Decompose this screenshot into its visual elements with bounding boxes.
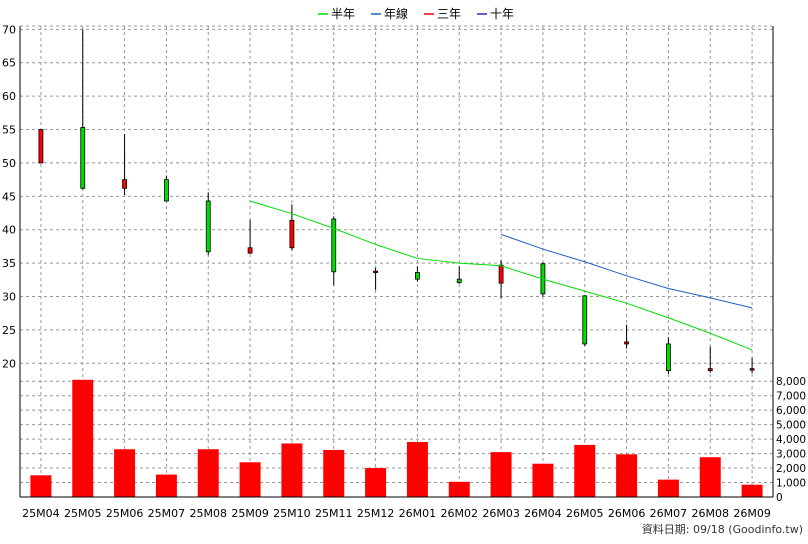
- candle-body: [289, 219, 295, 249]
- x-tick-label: 26M06: [608, 507, 646, 520]
- volume-bar: [741, 484, 763, 497]
- x-tick-label: 26M09: [733, 507, 771, 520]
- x-tick-label: 26M03: [482, 507, 520, 520]
- series-line: [249, 200, 753, 351]
- candle-body: [247, 247, 253, 254]
- x-tick-label: 26M08: [692, 507, 730, 520]
- volume-bar: [532, 463, 554, 497]
- series-line: [500, 233, 753, 309]
- price-grid: [20, 26, 773, 497]
- volume-axis-ticks: 0 1,000 2,000 3,000 4,000 5,000 6,000 7,000 8,00…: [776, 376, 806, 504]
- chart-legend: 半年 年線 三年 十年: [318, 6, 514, 21]
- volume-tick-label: 3,000: [776, 449, 806, 461]
- x-tick-label: 25M11: [315, 507, 353, 520]
- volume-bar: [239, 462, 261, 497]
- candle-body: [122, 179, 127, 189]
- volume-tick-label: 7,000: [776, 391, 806, 403]
- volume-tick-label: 2,000: [776, 463, 806, 475]
- chart-axes: [19, 25, 774, 498]
- volume-tick-label: 6,000: [776, 405, 806, 417]
- volume-bar: [114, 449, 136, 497]
- price-tick-label: 60: [2, 90, 16, 103]
- x-axis-ticks: 25M04 25M05 25M06 25M07 25M08 25M09 25M10 25M11…: [22, 507, 771, 520]
- candle-body: [456, 278, 462, 283]
- candle-body: [749, 368, 755, 371]
- volume-bar: [574, 444, 596, 497]
- price-tick-label: 50: [2, 157, 16, 170]
- price-tick-label: 30: [2, 291, 16, 304]
- volume-bar: [281, 443, 303, 497]
- x-tick-label: 25M10: [273, 507, 311, 520]
- volume-bar: [616, 454, 638, 497]
- x-tick-label: 25M06: [106, 507, 144, 520]
- candle-body: [707, 368, 713, 372]
- x-tick-label: 26M04: [524, 507, 562, 520]
- legend-label: 十年: [490, 7, 514, 21]
- x-tick-label: 25M05: [64, 507, 102, 520]
- volume-tick-label: 1,000: [776, 478, 806, 490]
- price-tick-label: 70: [2, 23, 16, 36]
- candle-body: [373, 270, 378, 274]
- volume-bar: [197, 449, 219, 497]
- candle-body: [38, 129, 44, 164]
- x-tick-label: 25M04: [22, 507, 60, 520]
- price-tick-label: 20: [2, 357, 16, 370]
- volume-bar: [448, 481, 470, 497]
- x-tick-label: 25M09: [231, 507, 269, 520]
- candle-body: [331, 218, 337, 273]
- candle-body: [498, 264, 504, 284]
- legend-label: 半年: [331, 7, 355, 21]
- x-tick-label: 26M01: [399, 507, 437, 520]
- candle-body: [624, 341, 629, 345]
- candlesticks: [38, 29, 755, 374]
- x-tick-label: 26M02: [441, 507, 479, 520]
- candle-body: [80, 127, 86, 189]
- legend-label: 三年: [437, 7, 461, 21]
- volume-bar: [72, 379, 94, 497]
- x-tick-label: 25M12: [357, 507, 395, 520]
- x-tick-label: 25M08: [190, 507, 228, 520]
- volume-bar: [155, 474, 177, 497]
- footer-note: 資料日期: 09/18 (Goodinfo.tw): [642, 522, 803, 536]
- price-tick-label: 40: [2, 224, 16, 237]
- price-tick-label: 45: [2, 190, 16, 203]
- volume-bar: [365, 468, 387, 497]
- candle-body: [666, 343, 671, 372]
- x-tick-label: 26M05: [566, 507, 604, 520]
- volume-bar: [657, 479, 679, 497]
- candle-body: [164, 179, 169, 202]
- x-tick-label: 26M07: [650, 507, 688, 520]
- volume-tick-label: 0: [776, 492, 783, 504]
- volume-bar: [323, 449, 345, 497]
- candle-body: [205, 200, 211, 253]
- price-tick-label: 65: [2, 57, 16, 70]
- candle-body: [415, 272, 420, 280]
- x-tick-label: 25M07: [148, 507, 186, 520]
- price-tick-label: 35: [2, 257, 16, 270]
- volume-bar: [30, 475, 52, 497]
- volume-bars: [30, 379, 763, 497]
- candle-body: [582, 295, 588, 345]
- volume-tick-label: 4,000: [776, 434, 806, 446]
- price-tick-label: 55: [2, 124, 16, 137]
- price-axis-ticks: 20 25 30 35 40 45 50 55 60 65 70: [2, 23, 16, 370]
- volume-tick-label: 8,000: [776, 376, 806, 388]
- price-tick-label: 25: [2, 324, 16, 337]
- volume-tick-label: 5,000: [776, 420, 806, 432]
- moving-average-lines: [249, 200, 753, 351]
- volume-bar: [406, 442, 428, 497]
- legend-label: 年線: [384, 6, 408, 21]
- volume-bar: [490, 452, 512, 497]
- volume-bar: [699, 457, 721, 497]
